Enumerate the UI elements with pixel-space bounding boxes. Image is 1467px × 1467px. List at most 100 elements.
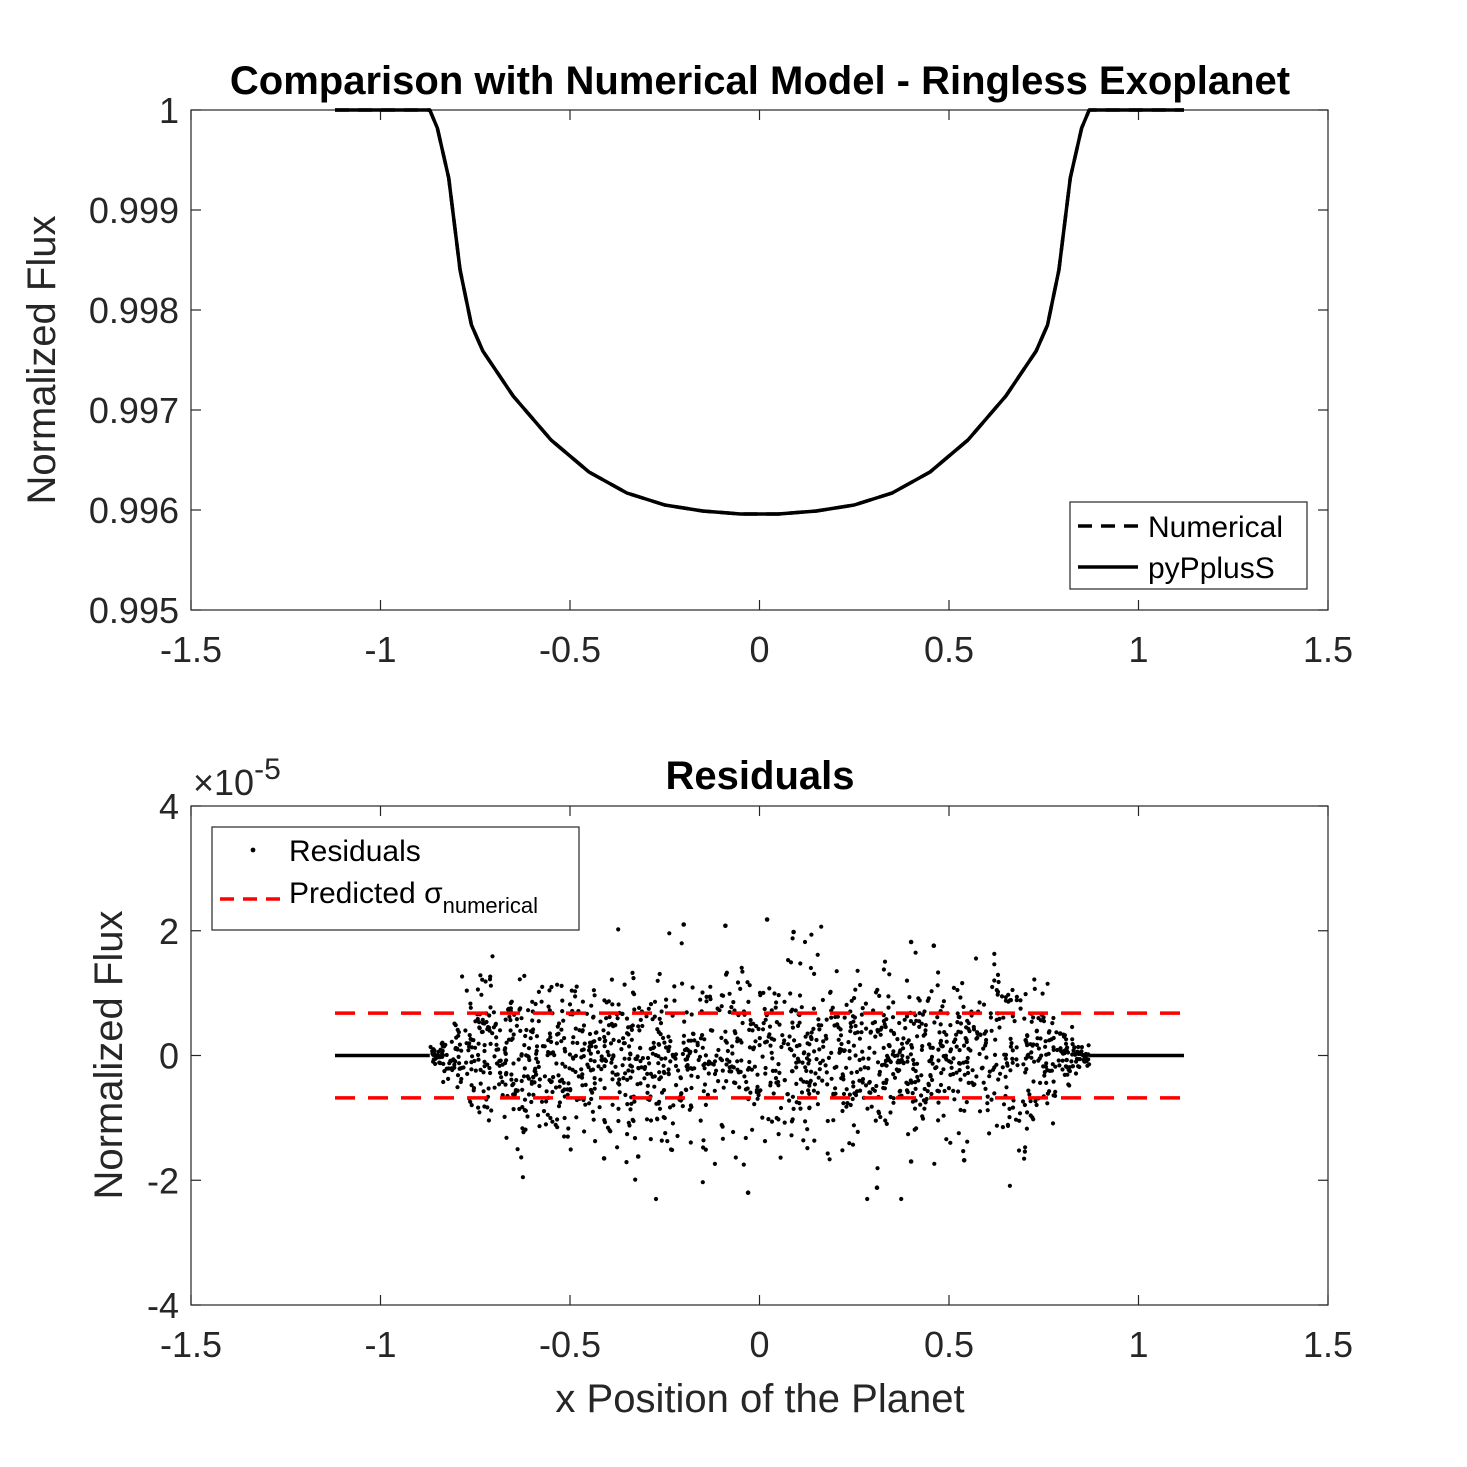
residual-point	[469, 1103, 474, 1108]
residual-point	[778, 1105, 784, 1111]
residual-point	[602, 1064, 607, 1069]
residual-point	[1022, 1102, 1027, 1108]
residual-point	[554, 1061, 559, 1066]
residual-point	[710, 1028, 715, 1033]
residual-point	[820, 1078, 825, 1083]
residual-point	[848, 1029, 853, 1034]
residual-point	[606, 1023, 612, 1028]
residual-point	[806, 1061, 811, 1066]
residual-point	[910, 1091, 915, 1096]
residual-point	[652, 999, 658, 1004]
residual-point	[650, 1051, 655, 1056]
residual-point	[602, 1034, 607, 1040]
residual-point	[1070, 1052, 1075, 1057]
residual-point	[560, 1089, 565, 1094]
residual-point	[494, 1042, 499, 1047]
residual-point	[922, 1086, 927, 1092]
residual-point	[735, 1059, 740, 1064]
residual-point	[1018, 1006, 1023, 1011]
residual-point	[1067, 1083, 1072, 1088]
residual-point	[874, 1083, 879, 1089]
residual-point	[604, 1000, 609, 1005]
residual-point	[476, 1057, 481, 1062]
residual-point	[793, 1008, 798, 1013]
residual-point	[795, 1023, 801, 1028]
residual-point	[451, 1057, 456, 1062]
residual-point	[1035, 1036, 1040, 1041]
residual-point	[860, 1049, 865, 1054]
residual-point	[1086, 1043, 1091, 1048]
residual-point	[899, 1196, 904, 1202]
residual-point	[1041, 1015, 1046, 1020]
residual-point	[720, 1068, 725, 1073]
residual-point	[1044, 1080, 1049, 1085]
residual-point	[702, 1082, 708, 1087]
residual-point	[747, 1059, 752, 1065]
residual-point	[567, 1052, 573, 1057]
residual-point	[786, 958, 791, 963]
residual-point	[1062, 1072, 1067, 1077]
residual-point	[567, 1002, 573, 1007]
residual-point	[918, 1102, 923, 1107]
residual-point	[557, 1100, 563, 1105]
residual-point	[755, 1096, 760, 1101]
residual-point	[873, 1118, 878, 1123]
residual-point	[555, 1024, 560, 1029]
residual-point	[868, 1030, 873, 1035]
residual-point	[747, 1045, 753, 1050]
residual-point	[504, 1135, 509, 1140]
residual-point	[652, 1045, 657, 1050]
residual-point	[675, 1133, 680, 1139]
residual-point	[859, 1021, 864, 1026]
residual-point	[1055, 1047, 1060, 1053]
residual-point	[992, 1065, 997, 1070]
residual-point	[977, 1109, 983, 1114]
residual-point	[766, 1034, 771, 1039]
residual-point	[655, 1027, 660, 1032]
residual-point	[807, 1091, 812, 1096]
residual-point	[606, 1053, 611, 1058]
residual-point	[708, 984, 713, 989]
residual-point	[684, 1010, 689, 1015]
residual-point	[831, 1118, 836, 1123]
residual-point	[457, 1042, 462, 1047]
residual-point	[519, 1078, 524, 1084]
legend-residuals-marker	[250, 847, 256, 853]
residuals-scatter	[335, 917, 1184, 1202]
residual-point	[769, 1119, 775, 1124]
residual-point	[897, 1020, 902, 1026]
residual-point	[488, 1041, 493, 1046]
residual-point	[480, 1029, 485, 1034]
residual-point	[778, 1155, 783, 1160]
residual-point	[853, 987, 858, 992]
residual-point	[480, 1017, 485, 1022]
residual-point	[903, 1026, 908, 1031]
residual-point	[616, 1106, 621, 1111]
residual-point	[525, 1074, 530, 1079]
residual-point	[702, 1066, 707, 1071]
residual-point	[952, 1097, 957, 1102]
residual-point	[790, 1117, 795, 1122]
residual-point	[841, 1091, 847, 1097]
residual-point	[747, 1027, 752, 1032]
residual-point	[655, 1117, 660, 1122]
residual-point	[989, 1028, 994, 1033]
transit-xtick-label: 0.5	[924, 629, 974, 670]
residual-point	[553, 1085, 559, 1090]
residual-point	[921, 1098, 927, 1103]
residual-point	[913, 1080, 918, 1085]
residual-point	[593, 1139, 598, 1144]
residual-point	[580, 1083, 585, 1088]
residual-point	[908, 1019, 914, 1024]
residual-point	[591, 1117, 596, 1122]
residual-point	[821, 1044, 826, 1049]
residual-point	[857, 1057, 862, 1063]
residual-point	[622, 1056, 627, 1061]
residual-point	[754, 1024, 759, 1029]
residual-point	[1047, 1089, 1052, 1094]
residual-point	[579, 1055, 584, 1060]
residual-point	[663, 1004, 669, 1009]
residual-point	[593, 1044, 598, 1049]
residual-point	[586, 1065, 591, 1070]
residual-point	[647, 1061, 652, 1066]
